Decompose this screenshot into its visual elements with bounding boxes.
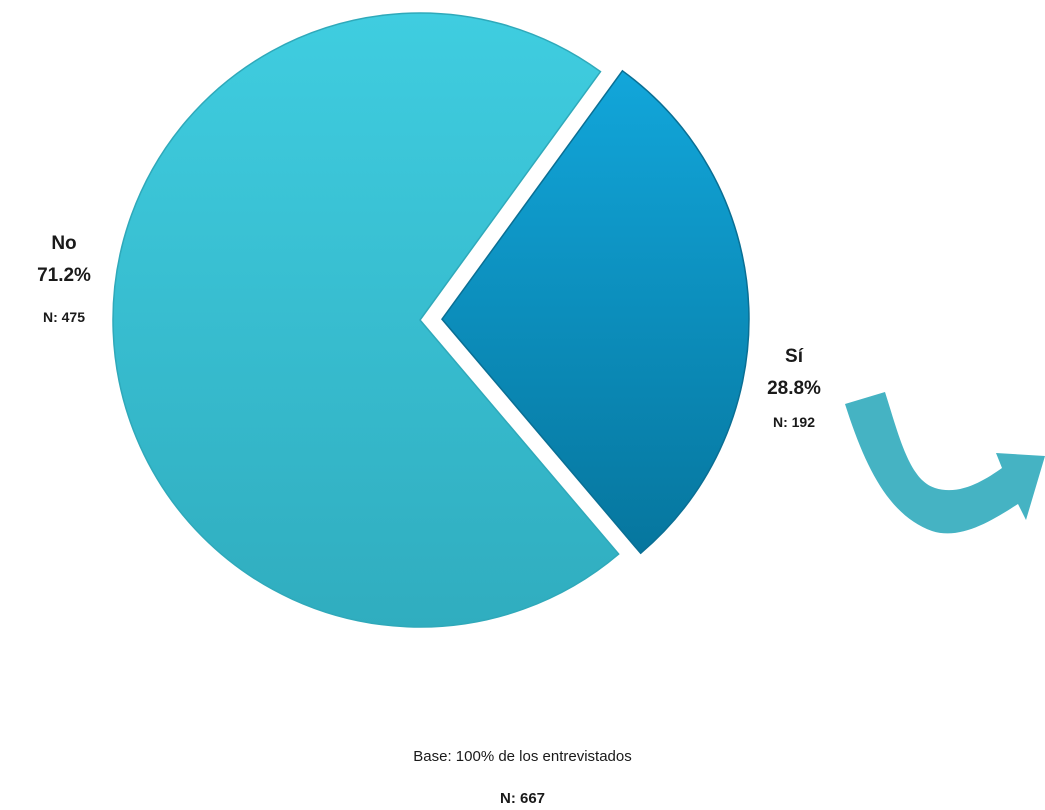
pie-slice-si: [441, 69, 750, 555]
slice-percent-no: 71.2%: [37, 265, 91, 286]
slice-category-no: No: [51, 233, 77, 254]
slice-category-si: Sí: [785, 346, 803, 367]
slice-label-no: No 71.2% N: 475: [18, 232, 110, 326]
curved-arrow-icon: [845, 392, 1045, 534]
slice-percent-si: 28.8%: [767, 378, 821, 399]
slice-label-si: Sí 28.8% N: 192: [748, 345, 840, 431]
slice-count-si: N: 192: [772, 414, 816, 430]
total-count: N: 667: [499, 790, 546, 807]
slice-count-no: N: 475: [42, 309, 86, 325]
pie-slice-no: [112, 12, 620, 628]
base-note: Base: 100% de los entrevistados: [413, 748, 632, 765]
